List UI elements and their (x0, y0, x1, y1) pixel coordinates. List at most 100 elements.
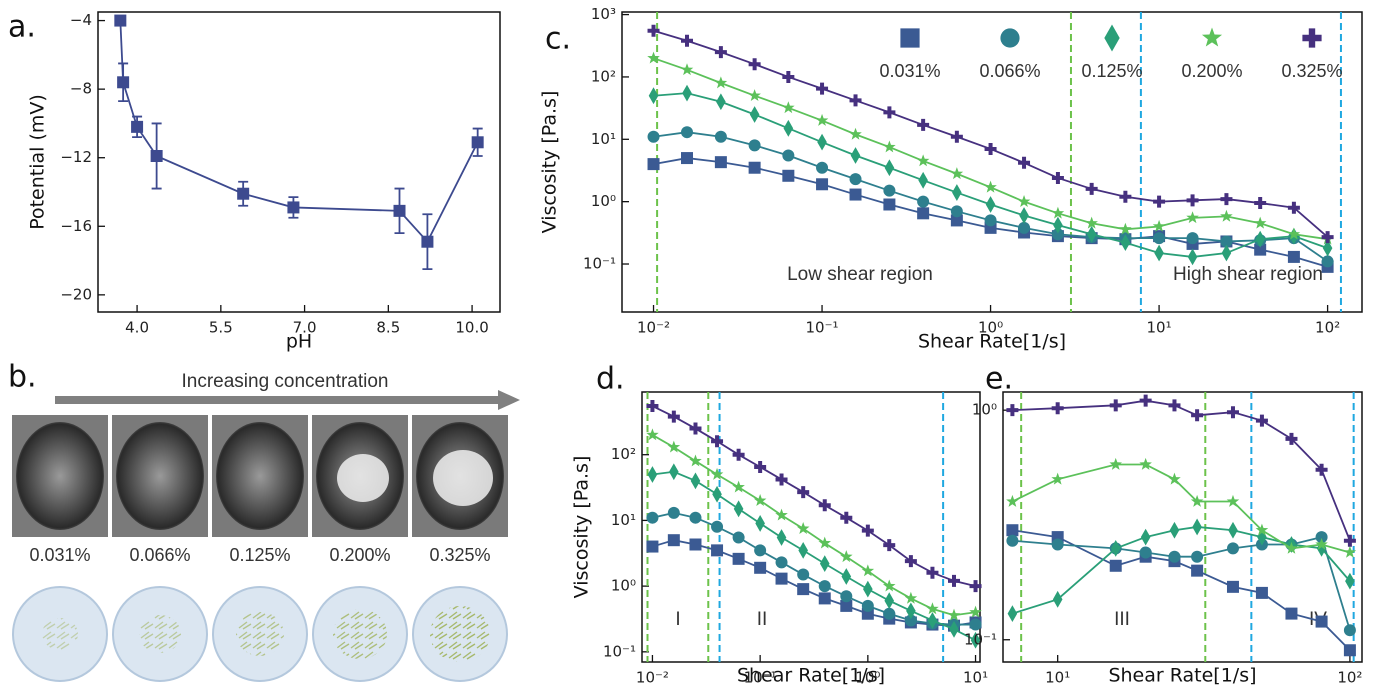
photo-aggregate (433, 450, 493, 506)
marker (1152, 219, 1166, 232)
legend-marker (1302, 28, 1322, 48)
x-tick-label: 10⁻² (636, 669, 669, 687)
marker (732, 531, 745, 544)
marker (1253, 216, 1267, 229)
marker (667, 410, 680, 423)
marker (748, 58, 761, 71)
marker (797, 583, 810, 596)
marker (969, 618, 982, 631)
marker (1255, 586, 1268, 599)
y-tick-label: 10⁻¹ (603, 642, 636, 660)
marker (1285, 541, 1298, 554)
marker (1226, 494, 1240, 507)
marker (950, 130, 963, 143)
marker (648, 87, 659, 105)
arrow-label: Increasing concentration (181, 371, 388, 392)
marker (818, 499, 831, 512)
marker (1343, 534, 1356, 547)
marker (131, 120, 144, 133)
marker (1051, 206, 1065, 219)
marker (689, 422, 702, 435)
legend-label: 0.066% (979, 61, 1040, 81)
marker (237, 187, 250, 200)
marker (1051, 402, 1064, 415)
marker (1187, 248, 1198, 266)
marker (711, 435, 724, 448)
marker (916, 154, 930, 167)
marker (1226, 542, 1239, 555)
marker (883, 198, 896, 211)
marker (714, 156, 727, 169)
marker (1168, 550, 1181, 563)
marker (1139, 394, 1152, 407)
marker (883, 539, 896, 552)
marker (1153, 232, 1166, 245)
x-tick-label: 10¹ (1045, 669, 1070, 687)
marker (1191, 409, 1204, 422)
x-tick-label: 10.0 (455, 319, 488, 337)
marker (393, 204, 406, 217)
marker (775, 473, 788, 486)
marker (1140, 528, 1151, 546)
marker (1191, 564, 1204, 577)
marker (1220, 193, 1233, 206)
marker (733, 500, 744, 518)
marker (1315, 615, 1328, 628)
marker (732, 448, 745, 461)
marker (1226, 406, 1239, 419)
marker (1139, 546, 1152, 559)
region-label: II (757, 609, 768, 630)
marker (714, 46, 727, 59)
panel-b: b. Increasing concentration 0.031% 0.066%… (8, 360, 520, 682)
marker (754, 561, 767, 574)
legend-marker (1000, 28, 1020, 48)
marker (1006, 494, 1019, 507)
marker (711, 544, 724, 557)
marker (984, 214, 997, 227)
marker (421, 235, 434, 248)
y-tick-label: 10¹ (591, 130, 616, 148)
fibrils (139, 615, 181, 653)
legend-marker (1201, 27, 1223, 47)
marker (883, 106, 896, 119)
marker (1285, 607, 1298, 620)
marker (1006, 534, 1019, 547)
series-line (1012, 399, 1351, 542)
y-tick-label: 10³ (591, 5, 616, 23)
marker (689, 454, 702, 467)
legend-marker (900, 28, 920, 48)
marker (1169, 521, 1180, 539)
marker (681, 34, 694, 47)
marker (849, 173, 862, 186)
marker (646, 428, 659, 441)
marker (712, 485, 722, 503)
marker (1109, 457, 1123, 470)
marker (884, 592, 895, 610)
legend-marker (1104, 24, 1120, 52)
marker (861, 599, 874, 612)
marker (1321, 231, 1334, 244)
y-tick-label: −12 (60, 148, 92, 166)
marker (1220, 235, 1233, 248)
series-line (652, 539, 976, 627)
marker (775, 572, 788, 585)
marker (882, 579, 896, 592)
photo-droplet (116, 422, 204, 530)
marker (950, 214, 963, 227)
marker (863, 580, 873, 598)
marker (816, 161, 829, 174)
marker (1007, 605, 1018, 622)
legend-label: 0.125% (1081, 61, 1142, 81)
marker (114, 14, 127, 27)
marker (1109, 399, 1122, 412)
marker (984, 142, 997, 155)
marker (1221, 244, 1232, 262)
marker (1255, 414, 1268, 427)
y-tick-label: −8 (70, 80, 92, 98)
marker (984, 180, 997, 193)
marker (782, 149, 795, 162)
marker (716, 93, 726, 111)
x-tick-label: 10¹ (963, 669, 988, 687)
x-tick-label: 10⁻² (637, 319, 670, 337)
